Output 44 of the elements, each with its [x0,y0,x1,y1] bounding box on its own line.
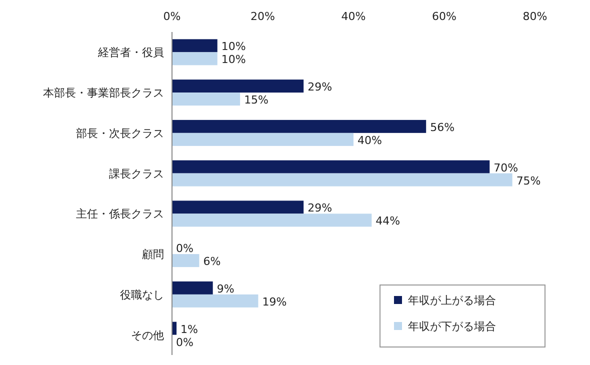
y-tick-label: 役職なし [120,288,164,302]
legend-label: 年収が上がる場合 [408,294,496,307]
bar [172,281,213,294]
data-label: 6% [203,255,221,268]
bar [172,160,490,174]
data-label: 56% [430,120,455,134]
data-label: 29% [308,80,332,94]
y-tick-label: 顧問 [142,248,164,262]
data-label: 70% [494,161,518,174]
data-label: 75% [516,174,541,188]
x-tick-label: 40% [341,10,366,23]
y-tick-label: 課長クラス [109,167,164,180]
legend-label: 年収が下がる場合 [408,320,496,333]
bar [172,120,426,133]
y-tick-label: 主任・係長クラス [76,208,164,221]
x-tick-label: 60% [432,10,456,23]
bar [172,80,304,93]
data-label: 40% [358,134,382,147]
data-label: 1% [180,322,198,336]
bar [172,200,304,214]
y-tick-label: 部長・次長クラス [76,126,164,140]
data-label: 9% [216,282,234,296]
data-label: 0% [176,242,194,256]
bar [172,52,218,66]
data-label: 10% [221,53,246,66]
data-label: 10% [221,40,246,54]
x-tick-label: 20% [250,10,275,23]
bar [172,92,240,106]
y-tick-label: その他 [131,328,164,342]
bar [172,254,200,268]
x-tick-label: 0% [163,10,181,23]
y-tick-label: 経営者・役員 [97,46,164,60]
bar [172,132,354,146]
data-label: 15% [244,94,269,107]
data-label: 0% [176,336,194,349]
x-tick-label: 80% [522,10,548,23]
bar [172,214,372,227]
data-label: 19% [262,295,287,308]
y-tick-label: 本部長・事業部長クラス [43,86,164,100]
data-label: 44% [376,214,400,228]
bar [172,39,218,52]
data-label: 29% [308,202,332,215]
bar [172,173,512,186]
bar [172,294,258,308]
